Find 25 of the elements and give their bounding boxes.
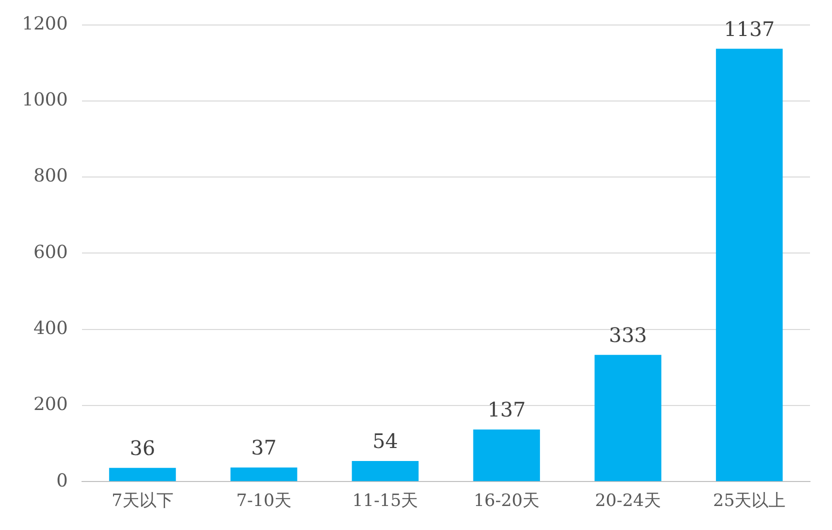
x-tick-label: 7-10天: [236, 491, 292, 512]
data-label: 137: [487, 398, 526, 422]
bar: [473, 429, 540, 482]
x-tick-label: 25天以上: [712, 491, 786, 512]
y-tick-label: 0: [56, 470, 68, 492]
data-label: 36: [130, 436, 156, 460]
x-tick-label: 11-15天: [352, 491, 418, 512]
y-tick-label: 1000: [22, 90, 68, 111]
y-tick-label: 600: [33, 242, 68, 263]
x-tick-label: 7天以下: [112, 491, 174, 512]
bar: [109, 468, 176, 482]
data-label: 1137: [724, 16, 775, 41]
bar: [230, 468, 298, 482]
y-tick-label: 800: [33, 166, 68, 187]
bar: [716, 48, 783, 482]
y-tick-label: 1200: [22, 13, 68, 34]
x-tick-label: 20-24天: [594, 491, 661, 512]
data-label: 37: [251, 436, 277, 460]
data-label: 54: [372, 429, 398, 454]
bar: [594, 354, 662, 482]
data-label: 333: [608, 323, 648, 348]
y-tick-label: 400: [33, 318, 68, 340]
bar: [352, 461, 419, 482]
y-tick-label: 200: [33, 394, 68, 416]
x-tick-label: 16-20天: [474, 491, 540, 512]
